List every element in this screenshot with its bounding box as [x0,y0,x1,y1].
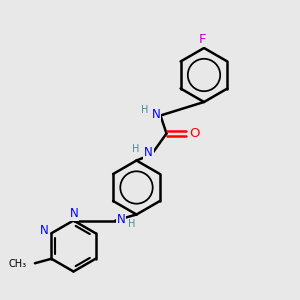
Text: CH₃: CH₃ [8,259,26,269]
Text: N: N [40,224,48,237]
Text: O: O [189,127,200,140]
Text: H: H [128,219,136,229]
Text: F: F [199,33,206,46]
Text: N: N [116,213,125,226]
Text: H: H [132,144,140,154]
Text: N: N [144,146,153,159]
Text: H: H [141,105,148,115]
Text: N: N [152,107,160,121]
Text: N: N [70,207,79,220]
